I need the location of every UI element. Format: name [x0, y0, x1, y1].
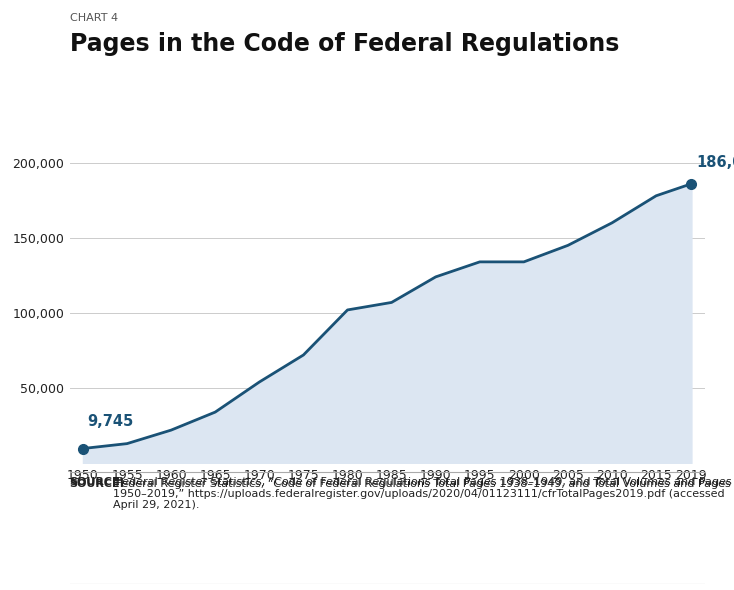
Text: CHART 4: CHART 4 — [70, 13, 118, 23]
Text: SOURCE:: SOURCE: — [70, 477, 125, 487]
Text: Pages in the Code of Federal Regulations: Pages in the Code of Federal Regulations — [70, 32, 619, 57]
Text: 9,745: 9,745 — [87, 414, 134, 429]
Text: Federal Register Statistics, “Code of Federal Regulations Total Pages 1938–1949,: Federal Register Statistics, “Code of Fe… — [113, 477, 732, 510]
Text: SOURCE:: SOURCE: — [70, 479, 125, 489]
Text: Federal Register Statistics, “Code of Federal Regulations Total Pages 1938–1949,: Federal Register Statistics, “Code of Fe… — [112, 479, 734, 489]
Text: 186,000: 186,000 — [696, 155, 734, 171]
